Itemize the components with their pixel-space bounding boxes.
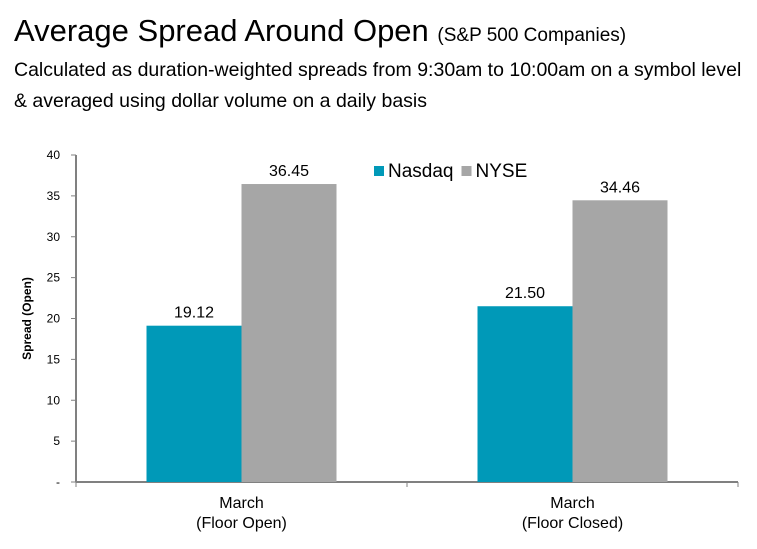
chart-title: Average Spread Around Open (S&P 500 Comp… (14, 12, 626, 55)
y-tick-label: 35 (47, 189, 61, 203)
chart-title-suffix: (S&P 500 Companies) (437, 25, 627, 46)
bar-nasdaq (146, 325, 242, 482)
y-tick-label: 30 (47, 230, 61, 244)
y-tick-label: 15 (47, 352, 61, 366)
bar-nyse (241, 184, 337, 483)
bar-nasdaq (477, 306, 573, 482)
y-tick-label: 20 (47, 312, 61, 326)
x-tick-label-line1: March (219, 495, 263, 512)
x-tick-label-line1: March (550, 495, 594, 512)
y-axis-title: Spread (Open) (20, 277, 34, 360)
y-tick-label: 40 (47, 148, 61, 162)
data-label-nasdaq: 21.50 (505, 285, 545, 302)
data-label-nasdaq: 19.12 (174, 305, 214, 322)
data-label-nyse: 34.46 (600, 179, 640, 196)
x-tick-label-line2: (Floor Open) (196, 515, 287, 532)
bar-nyse (572, 200, 668, 483)
chart-subtitle: Calculated as duration-weighted spreads … (14, 59, 742, 112)
y-tick-label: 5 (53, 434, 60, 448)
legend-label-nasdaq: Nasdaq (388, 161, 454, 182)
y-tick-label: - (56, 475, 60, 489)
chart-title-main: Average Spread Around Open (14, 13, 429, 48)
legend-swatch-nyse (461, 166, 472, 176)
y-tick-label: 10 (47, 393, 61, 407)
data-label-nyse: 36.45 (269, 163, 309, 180)
legend-label-nyse: NYSE (476, 161, 528, 182)
y-tick-label: 25 (47, 271, 61, 285)
x-tick-label-line2: (Floor Closed) (522, 515, 623, 532)
legend-swatch-nasdaq (374, 166, 384, 176)
